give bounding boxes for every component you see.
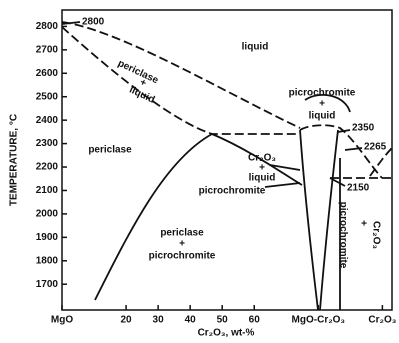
- y-tick-label: 2300: [36, 138, 59, 149]
- x-tick-label: Cr₂O₃: [368, 315, 396, 326]
- annotation: 2350: [352, 123, 375, 134]
- y-tick-label: 2200: [36, 162, 59, 173]
- y-tick-label: 2700: [36, 44, 59, 55]
- region-label: liquid: [249, 173, 276, 184]
- region-label: +: [179, 239, 185, 250]
- region-label: +: [357, 220, 368, 226]
- x-tick-label: 60: [249, 315, 261, 326]
- annotation: 2150: [347, 183, 370, 194]
- x-axis-label: Cr₂O₃, wt-%: [198, 328, 255, 339]
- y-tick-label: 2600: [36, 68, 59, 79]
- x-tick-label: MgO-Cr₂O₃: [292, 315, 346, 326]
- phase-boundaries: [61, 21, 393, 311]
- region-label: periclase: [88, 145, 132, 156]
- phase-line: [299, 129, 319, 311]
- region-label: Cr₂O₃: [370, 221, 381, 249]
- y-tick-label: 1800: [36, 255, 59, 266]
- x-tick-label: 50: [217, 315, 229, 326]
- region-label: picrochromite: [149, 251, 216, 262]
- y-tick-label: 2400: [36, 115, 59, 126]
- region-label: +: [138, 77, 148, 90]
- annotation: 2800: [82, 17, 105, 28]
- y-tick-label: 1900: [36, 232, 59, 243]
- annotation: 2265: [364, 142, 387, 153]
- leader-line: [337, 129, 351, 133]
- liquidus-cr2o3: [369, 147, 393, 177]
- region-label: +: [259, 163, 265, 174]
- y-tick-label: 2000: [36, 209, 59, 220]
- plot-frame: [61, 9, 393, 311]
- y-tick-label: 1700: [36, 279, 59, 290]
- y-tick-label: 2800: [36, 21, 59, 32]
- region-label: periclase: [116, 58, 160, 86]
- y-axis-label: TEMPERATURE, °C: [9, 114, 20, 206]
- region-label: picrochromite: [337, 202, 348, 269]
- periclase-solvus: [94, 133, 213, 301]
- y-tick-label: 2100: [36, 185, 59, 196]
- region-label: Cr₂O₃: [248, 153, 276, 164]
- x-tick-label: 20: [121, 315, 133, 326]
- leader-line: [344, 147, 363, 151]
- x-tick-label: 30: [153, 315, 165, 326]
- region-label: +: [319, 99, 325, 110]
- x-tick-label: MgO: [51, 315, 73, 326]
- region-label: liquid: [242, 42, 269, 53]
- region-label: liquid: [309, 111, 336, 122]
- leader-line: [269, 164, 301, 171]
- leader-line: [304, 94, 351, 113]
- liquidus: [61, 21, 301, 129]
- solidus: [61, 26, 300, 135]
- region-label: picrochromite: [289, 88, 356, 99]
- region-label: periclase: [160, 228, 204, 239]
- phase-line: [319, 129, 339, 311]
- x-tick-label: 40: [185, 315, 197, 326]
- leader-line: [264, 182, 301, 188]
- region-label: picrochromite: [199, 186, 266, 197]
- picrochromite-solvus: [211, 133, 303, 186]
- leader-line: [329, 177, 346, 187]
- liquidus-right: [299, 124, 383, 179]
- y-tick-label: 2500: [36, 91, 59, 102]
- leader-line: [61, 21, 81, 25]
